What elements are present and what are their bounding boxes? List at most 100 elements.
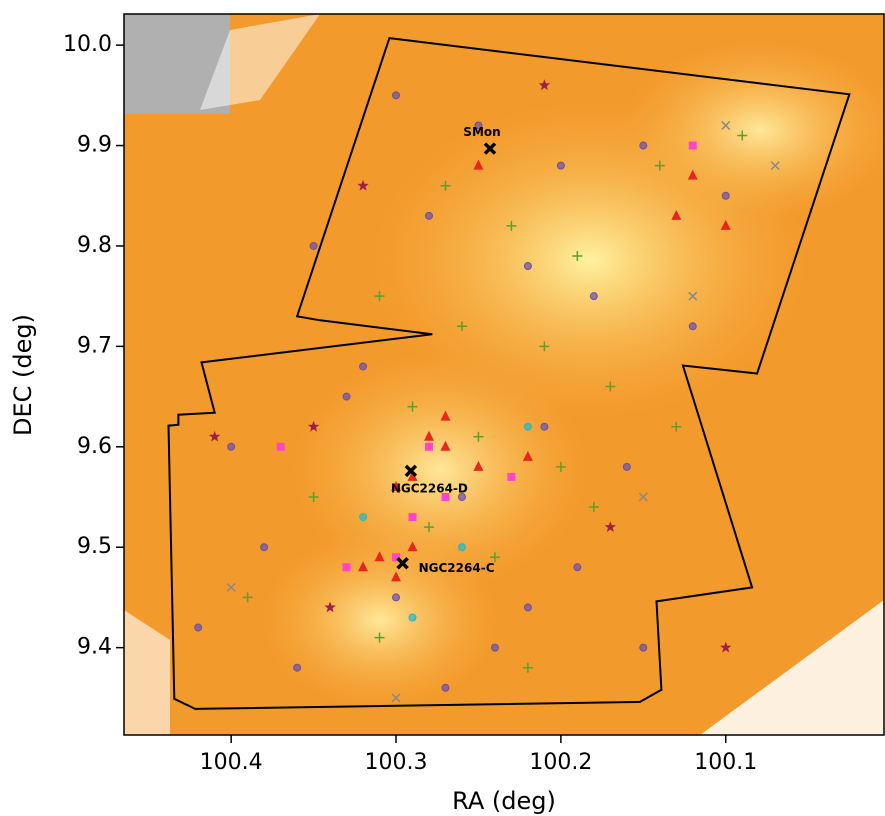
point bbox=[441, 493, 450, 502]
point bbox=[490, 643, 499, 652]
y-tick-label: 9.5 bbox=[77, 534, 112, 559]
sky-image bbox=[124, 14, 884, 735]
point bbox=[324, 601, 336, 613]
y-tick-label: 9.4 bbox=[77, 635, 112, 660]
point bbox=[522, 662, 533, 673]
point bbox=[423, 522, 434, 533]
x-tick-label: 100.4 bbox=[200, 750, 263, 775]
survey-outline bbox=[167, 37, 851, 710]
point bbox=[276, 442, 285, 451]
point bbox=[209, 430, 221, 442]
point bbox=[522, 450, 533, 461]
point bbox=[407, 401, 418, 412]
point bbox=[357, 179, 369, 191]
point bbox=[687, 169, 698, 180]
point bbox=[391, 693, 401, 703]
point bbox=[572, 251, 583, 262]
point bbox=[391, 571, 402, 582]
point bbox=[638, 492, 648, 502]
y-tick-label: 10.0 bbox=[63, 32, 112, 57]
x-axis-label: RA (deg) bbox=[452, 787, 556, 815]
point bbox=[474, 121, 483, 130]
point bbox=[408, 513, 417, 522]
point bbox=[639, 643, 648, 652]
point bbox=[556, 161, 565, 170]
point bbox=[604, 521, 616, 532]
point bbox=[639, 141, 648, 150]
point bbox=[392, 91, 401, 100]
point bbox=[242, 592, 253, 603]
point bbox=[423, 430, 434, 441]
point bbox=[457, 543, 466, 552]
point bbox=[523, 262, 532, 271]
point bbox=[359, 362, 368, 371]
point bbox=[688, 141, 697, 150]
point bbox=[688, 322, 697, 331]
point bbox=[538, 79, 551, 91]
y-tick-label: 9.8 bbox=[77, 233, 112, 258]
point bbox=[374, 291, 385, 302]
point bbox=[392, 553, 401, 562]
annotation-marker bbox=[396, 557, 409, 570]
point bbox=[523, 422, 532, 431]
point bbox=[309, 241, 318, 250]
point bbox=[440, 410, 451, 421]
point bbox=[489, 552, 500, 563]
point bbox=[307, 420, 320, 432]
annotation-label: NGC2264-D bbox=[391, 481, 468, 495]
point bbox=[407, 541, 418, 552]
point bbox=[671, 421, 682, 432]
annotation-label: SMon bbox=[463, 125, 500, 139]
point bbox=[260, 543, 269, 552]
point bbox=[408, 613, 417, 622]
point bbox=[359, 513, 368, 522]
point bbox=[342, 563, 351, 572]
point bbox=[194, 623, 203, 632]
annotation-label: NGC2264-C bbox=[419, 561, 495, 575]
point bbox=[374, 632, 385, 643]
plot-frame bbox=[123, 13, 885, 736]
point bbox=[407, 470, 418, 481]
point bbox=[721, 120, 731, 130]
point bbox=[473, 460, 484, 471]
point bbox=[424, 442, 433, 451]
point bbox=[441, 683, 450, 692]
point bbox=[770, 161, 780, 171]
point bbox=[358, 561, 369, 572]
point bbox=[473, 159, 484, 170]
point bbox=[622, 462, 631, 471]
point bbox=[588, 502, 599, 513]
x-tick-label: 100.2 bbox=[529, 750, 592, 775]
y-axis-label: DEC (deg) bbox=[9, 314, 37, 436]
point bbox=[506, 220, 517, 231]
point bbox=[457, 493, 466, 502]
point bbox=[440, 180, 451, 191]
point bbox=[523, 603, 532, 612]
point bbox=[721, 191, 730, 200]
annotation-marker bbox=[404, 464, 418, 478]
point bbox=[342, 392, 351, 401]
point bbox=[573, 563, 582, 572]
x-tick-label: 100.1 bbox=[694, 750, 757, 775]
annotation-marker bbox=[483, 142, 497, 155]
point bbox=[227, 442, 236, 451]
point bbox=[589, 292, 598, 301]
y-tick-label: 9.6 bbox=[77, 434, 112, 459]
point bbox=[555, 461, 566, 472]
point bbox=[473, 431, 484, 442]
point bbox=[440, 440, 451, 451]
y-tick-label: 9.9 bbox=[77, 133, 112, 158]
point bbox=[392, 593, 401, 602]
point bbox=[688, 291, 698, 301]
point bbox=[391, 480, 402, 491]
y-tick-label: 9.7 bbox=[77, 333, 112, 358]
point bbox=[293, 663, 302, 672]
point bbox=[605, 381, 616, 392]
point bbox=[720, 641, 732, 653]
x-tick-label: 100.3 bbox=[365, 750, 428, 775]
point bbox=[539, 341, 550, 352]
point bbox=[424, 211, 433, 220]
point bbox=[507, 472, 516, 481]
point bbox=[737, 130, 748, 141]
